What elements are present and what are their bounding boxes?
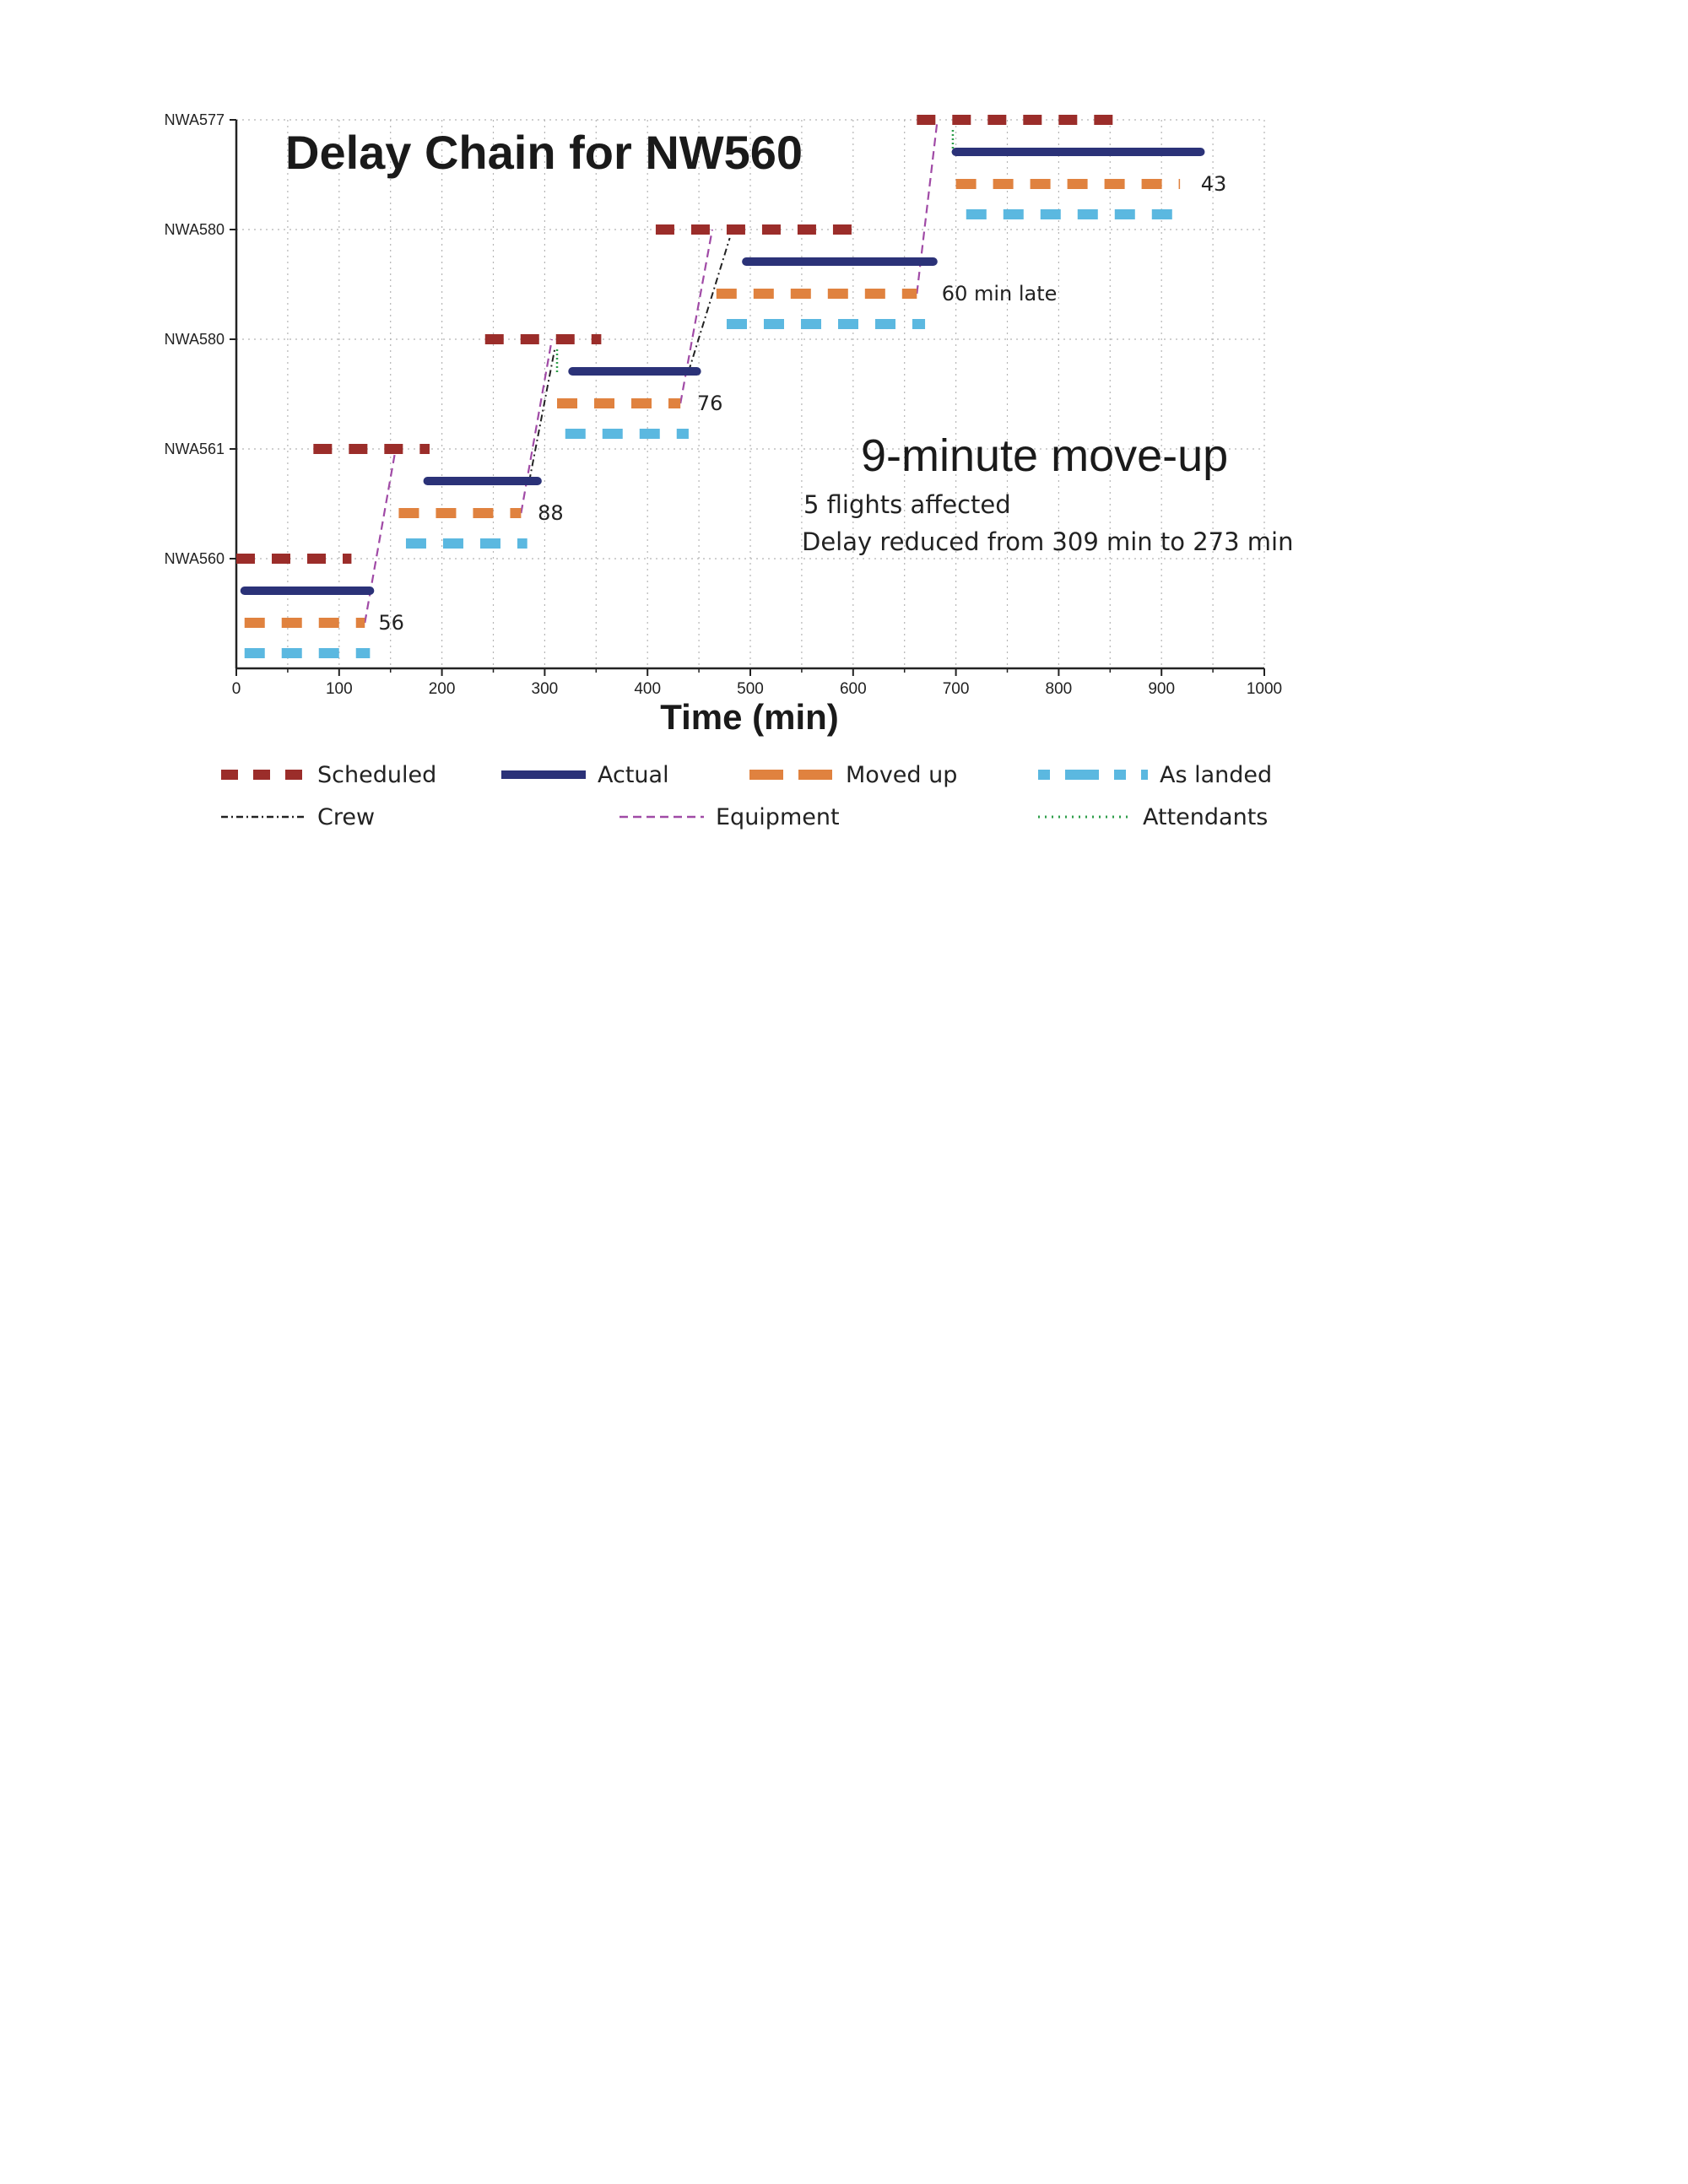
legend-item-crew: Crew — [221, 804, 375, 830]
x-tick-label: 200 — [429, 680, 456, 698]
x-tick-label: 400 — [634, 680, 661, 698]
legend-label: Scheduled — [317, 762, 436, 788]
equipment-connector — [364, 448, 397, 624]
x-tick-label: 300 — [532, 680, 559, 698]
legend-item-equipment: Equipment — [619, 804, 840, 830]
legend-label: Moved up — [846, 762, 957, 788]
legend-label: Equipment — [716, 804, 840, 830]
series-moved-up — [244, 179, 1181, 628]
delay-chain-chart: 0 100 200 300 400 500 600 700 800 900 1000 NWA560 NW… — [165, 111, 1294, 830]
equipment-connector — [520, 338, 554, 514]
x-tick-label: 0 — [232, 680, 241, 698]
x-tick-label: 900 — [1148, 680, 1175, 698]
annotation-headline: 9-minute move-up — [861, 430, 1228, 481]
delay-label: 56 — [378, 611, 404, 635]
delay-label: 60 min late — [942, 282, 1058, 305]
annotation-line2: Delay reduced from 309 min to 273 min — [802, 527, 1293, 556]
axes: 0 100 200 300 400 500 600 700 800 900 1000 NWA560 NW… — [165, 111, 1283, 698]
legend-item-as-landed: As landed — [1038, 762, 1272, 788]
labels: 56 88 76 60 min late 43 — [378, 172, 1226, 635]
x-tick-label: 1000 — [1247, 680, 1282, 698]
x-tick-label: 600 — [840, 680, 867, 698]
legend-label: As landed — [1160, 762, 1272, 788]
x-tick-label: 100 — [326, 680, 353, 698]
delay-label: 76 — [697, 392, 723, 415]
crew-connector — [687, 237, 731, 372]
y-tick-label: NWA580 — [165, 331, 225, 348]
y-tick-label: NWA561 — [165, 441, 225, 457]
x-tick-label: 800 — [1046, 680, 1073, 698]
series-as-landed — [244, 209, 1182, 658]
series-actual — [240, 148, 1205, 595]
legend-label: Attendants — [1143, 804, 1268, 830]
annotation-line1: 5 flights affected — [803, 490, 1011, 519]
legend-label: Crew — [317, 804, 375, 830]
legend-item-actual: Actual — [501, 762, 669, 788]
legend-item-attendants: Attendants — [1038, 804, 1268, 830]
y-tick-label: NWA560 — [165, 550, 225, 567]
x-tick-label: 700 — [943, 680, 970, 698]
legend-item-scheduled: Scheduled — [221, 762, 436, 788]
legend: Scheduled Actual Moved up As landed Crew Equi… — [221, 762, 1272, 830]
delay-label: 88 — [538, 501, 564, 525]
equipment-connector — [916, 119, 939, 295]
legend-item-moved-up: Moved up — [749, 762, 957, 788]
y-tick-label: NWA577 — [165, 111, 225, 128]
crew-connector — [528, 347, 556, 482]
legend-label: Actual — [598, 762, 669, 788]
grid — [236, 119, 1265, 668]
x-tick-label: 500 — [737, 680, 764, 698]
series — [236, 115, 1205, 658]
x-axis-label: Time (min) — [660, 697, 839, 737]
delay-label: 43 — [1201, 172, 1227, 196]
chart-title: Delay Chain for NW560 — [285, 126, 803, 179]
equipment-connector — [679, 229, 714, 404]
y-tick-label: NWA580 — [165, 221, 225, 238]
